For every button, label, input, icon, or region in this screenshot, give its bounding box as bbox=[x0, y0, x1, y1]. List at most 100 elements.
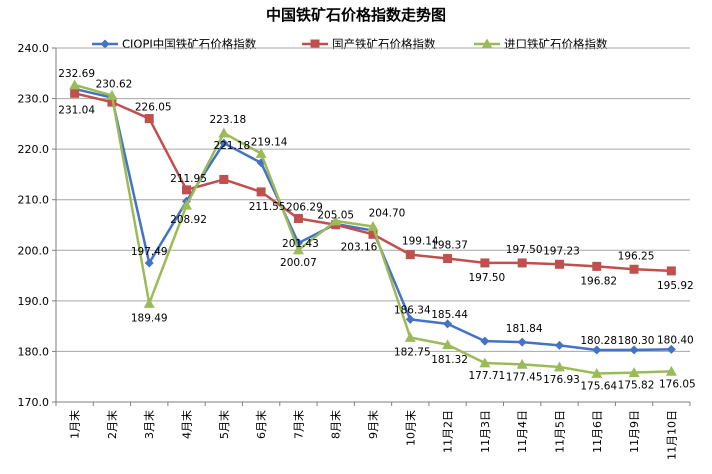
data-label: 181.84 bbox=[506, 323, 543, 335]
data-label: 200.07 bbox=[280, 257, 317, 269]
data-point bbox=[69, 79, 81, 90]
x-tick-label: 10月末 bbox=[403, 410, 417, 446]
data-point bbox=[665, 365, 677, 376]
data-point bbox=[404, 332, 416, 342]
x-tick-label: 11月10日 bbox=[665, 410, 678, 460]
data-label: 231.04 bbox=[58, 104, 95, 116]
x-tick-label: 9月末 bbox=[366, 410, 380, 439]
data-label: 204.70 bbox=[369, 208, 406, 220]
data-point bbox=[629, 264, 639, 274]
x-tick-label: 1月末 bbox=[68, 410, 82, 439]
data-label: 176.93 bbox=[543, 374, 580, 386]
data-label: 175.64 bbox=[580, 380, 617, 392]
data-point bbox=[443, 254, 453, 264]
legend-label: 进口铁矿石价格指数 bbox=[504, 37, 608, 51]
series-layer bbox=[69, 79, 677, 378]
data-point bbox=[666, 266, 676, 276]
data-point bbox=[255, 147, 267, 158]
data-point bbox=[181, 199, 193, 210]
data-point bbox=[554, 259, 564, 269]
y-tick-label: 190.0 bbox=[18, 295, 50, 308]
legend-label: CIOPI中国铁矿石价格指数 bbox=[122, 37, 257, 51]
series-3 bbox=[69, 79, 677, 378]
data-label: 221.18 bbox=[213, 140, 250, 152]
x-tick-label: 5月末 bbox=[217, 410, 231, 439]
x-tick-label: 11月9日 bbox=[628, 410, 641, 453]
y-axis: 170.0 180.0 190.0 200.0 210.0 220.0 230.0 240.0 bbox=[18, 42, 57, 409]
y-tick-label: 210.0 bbox=[18, 194, 50, 207]
data-point bbox=[516, 358, 528, 369]
data-point bbox=[442, 339, 454, 350]
data-label: 226.05 bbox=[135, 102, 172, 114]
data-point bbox=[106, 89, 118, 100]
data-label: 230.62 bbox=[96, 78, 133, 90]
y-tick-label: 230.0 bbox=[18, 93, 50, 106]
y-tick-label: 180.0 bbox=[18, 345, 50, 358]
data-label: 205.05 bbox=[317, 210, 354, 222]
data-label: 182.75 bbox=[394, 347, 431, 359]
data-label: 223.18 bbox=[209, 114, 246, 126]
chart-title: 中国铁矿石价格指数走势图 bbox=[266, 6, 446, 24]
y-tick-label: 240.0 bbox=[18, 42, 50, 55]
data-point bbox=[367, 221, 379, 231]
data-point bbox=[182, 185, 192, 195]
data-label: 197.50 bbox=[506, 244, 543, 256]
x-tick-label: 8月末 bbox=[329, 410, 343, 439]
x-tick-label: 11月2日 bbox=[442, 410, 455, 453]
data-point bbox=[144, 114, 154, 124]
data-point bbox=[293, 213, 303, 223]
data-label: 189.49 bbox=[131, 312, 168, 324]
data-point bbox=[256, 187, 266, 197]
data-point bbox=[628, 367, 640, 377]
legend-label: 国产铁矿石价格指数 bbox=[332, 37, 436, 51]
x-tick-label: 3月末 bbox=[142, 410, 156, 439]
data-label: 201.43 bbox=[282, 238, 319, 250]
data-labels: 197.49 221.18 201.43 186.34 185.44 181.84 180.… bbox=[58, 68, 695, 393]
legend: CIOPI中国铁矿石价格指数 国产铁矿石价格指数 进口铁矿石价格指数 bbox=[92, 37, 608, 51]
data-label: 185.44 bbox=[431, 309, 468, 321]
legend-entry: 进口铁矿石价格指数 bbox=[474, 37, 608, 51]
data-point bbox=[517, 258, 527, 268]
data-point bbox=[292, 244, 304, 255]
legend-swatch-marker bbox=[481, 38, 493, 49]
data-label: 197.49 bbox=[131, 246, 168, 258]
x-tick-label: 6月末 bbox=[254, 410, 268, 439]
data-label: 186.34 bbox=[394, 304, 431, 316]
data-label: 180.40 bbox=[657, 334, 694, 346]
data-label: 232.69 bbox=[58, 68, 95, 80]
data-label: 177.71 bbox=[469, 370, 506, 382]
x-tick-label: 2月末 bbox=[105, 410, 119, 439]
y-tick-label: 170.0 bbox=[18, 396, 50, 409]
data-label: 211.55 bbox=[249, 201, 286, 213]
data-point bbox=[144, 258, 154, 268]
y-tick-label: 220.0 bbox=[18, 143, 50, 156]
x-tick-label: 7月末 bbox=[291, 410, 305, 439]
data-label: 208.92 bbox=[170, 214, 207, 226]
data-label: 197.23 bbox=[543, 245, 580, 257]
data-label: 206.29 bbox=[286, 201, 323, 213]
data-point bbox=[219, 138, 229, 148]
data-label: 175.82 bbox=[618, 380, 655, 392]
data-label: 176.05 bbox=[659, 378, 696, 390]
data-label: 196.25 bbox=[618, 250, 655, 262]
data-point bbox=[143, 297, 155, 308]
data-point bbox=[517, 337, 527, 347]
x-tick-label: 11月3日 bbox=[479, 410, 492, 453]
data-point bbox=[480, 336, 490, 346]
x-tick-label: 11月4日 bbox=[516, 410, 529, 453]
data-point bbox=[443, 319, 453, 329]
legend-swatch-marker bbox=[100, 39, 110, 49]
data-point bbox=[591, 367, 603, 378]
legend-entry: 国产铁矿石价格指数 bbox=[302, 37, 436, 51]
data-point bbox=[405, 250, 415, 260]
x-tick-label: 4月末 bbox=[180, 410, 194, 439]
data-point bbox=[405, 314, 415, 324]
data-label: 199.14 bbox=[402, 236, 439, 248]
data-label: 197.50 bbox=[469, 272, 506, 284]
data-label: 195.92 bbox=[657, 280, 694, 292]
series-2 bbox=[70, 88, 676, 276]
data-point bbox=[480, 258, 490, 268]
data-point bbox=[479, 357, 491, 368]
data-point bbox=[592, 345, 602, 355]
data-point bbox=[219, 174, 229, 184]
